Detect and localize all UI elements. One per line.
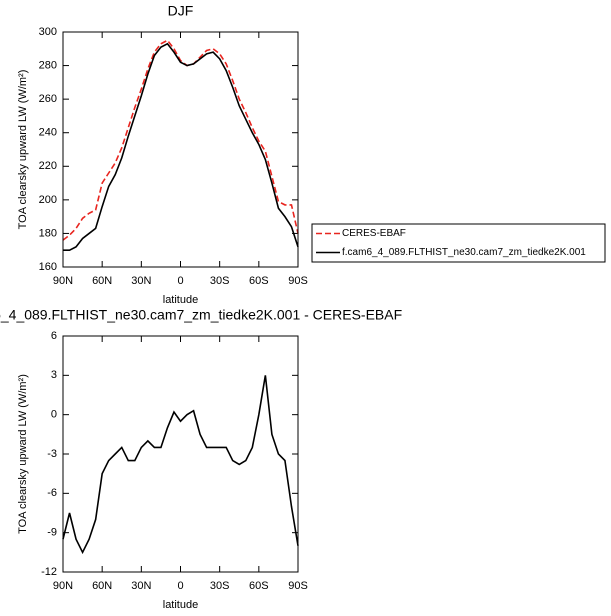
x-tick-label: 0 — [177, 275, 183, 287]
y-tick-label: 240 — [39, 127, 57, 139]
y-tick-label: 280 — [39, 59, 57, 71]
data-line — [63, 42, 299, 252]
y-tick-label: -6 — [47, 487, 57, 499]
x-axis-label: latitude — [163, 599, 198, 611]
plot-frame — [62, 335, 299, 573]
y-tick-label: -3 — [47, 448, 57, 460]
x-tick-label: 30S — [210, 275, 230, 287]
x-tick-label: 30N — [131, 580, 151, 592]
legend-label: f.cam6_4_089.FLTHIST_ne30.cam7_zm_tiedke… — [342, 247, 586, 258]
x-tick-label: 90S — [288, 275, 308, 287]
y-tick-label: 6 — [51, 330, 57, 342]
y-tick-label: 220 — [39, 160, 57, 172]
chart-title: f.cam6_4_089.FLTHIST_ne30.cam7_zm_tiedke… — [0, 307, 402, 323]
y-tick-label: -9 — [47, 527, 57, 539]
y-axis-label: TOA clearsky upward LW (W/m²) — [17, 374, 29, 534]
legend-label: CERES-EBAF — [342, 228, 406, 239]
x-tick-label: 60S — [249, 275, 269, 287]
data-line — [62, 375, 299, 555]
y-tick-label: 300 — [39, 26, 57, 38]
x-tick-label: 60N — [92, 275, 112, 287]
y-tick-label: -12 — [41, 566, 57, 578]
y-tick-label: 180 — [39, 227, 57, 239]
y-tick-label: 3 — [51, 369, 57, 381]
x-tick-label: 90N — [53, 580, 73, 592]
x-tick-label: 60N — [92, 580, 112, 592]
x-tick-label: 90N — [53, 275, 73, 287]
x-axis-label: latitude — [163, 294, 198, 306]
plot-frame — [62, 31, 299, 268]
y-tick-label: 260 — [39, 93, 57, 105]
data-line — [62, 39, 299, 241]
y-tick-label: 200 — [39, 194, 57, 206]
x-tick-label: 30N — [131, 275, 151, 287]
y-tick-label: 160 — [39, 261, 57, 273]
chart-title: DJF — [168, 3, 194, 19]
legend-box — [311, 223, 606, 263]
x-tick-label: 0 — [177, 580, 183, 592]
x-tick-label: 30S — [210, 580, 230, 592]
x-tick-label: 60S — [249, 580, 269, 592]
y-tick-label: 0 — [51, 409, 57, 421]
x-tick-label: 90S — [288, 580, 308, 592]
y-axis-label: TOA clearsky upward LW (W/m²) — [17, 70, 29, 230]
